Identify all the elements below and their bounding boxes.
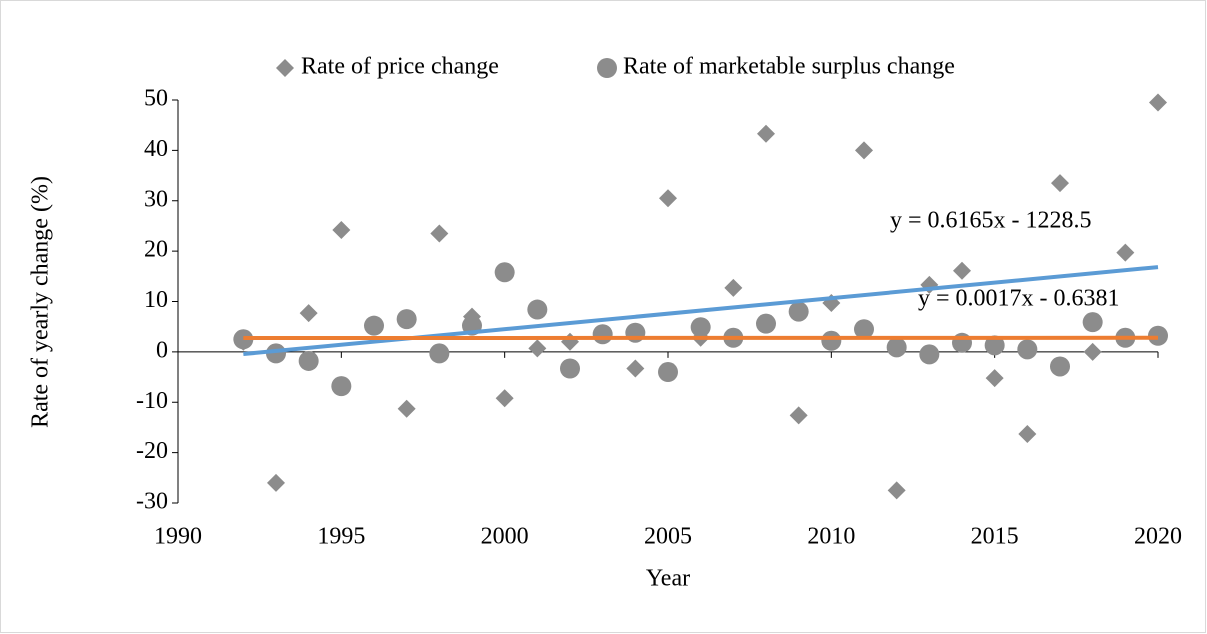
point — [690, 317, 711, 338]
point — [985, 369, 1004, 388]
x-tick-label: 2015 — [971, 524, 1019, 550]
point — [1083, 342, 1102, 361]
point — [1018, 424, 1037, 443]
x-tick-label: 2005 — [644, 524, 692, 550]
point — [332, 220, 351, 239]
point — [886, 337, 907, 358]
point — [919, 344, 940, 365]
y-tick-label: -20 — [136, 438, 168, 464]
point — [233, 329, 254, 350]
point — [887, 481, 906, 500]
legend-label: Rate of price change — [301, 54, 499, 80]
legend-marker — [597, 58, 617, 78]
legend-marker — [276, 59, 294, 77]
trendline-equation: y = 0.0017x - 0.6381 — [918, 286, 1120, 312]
legend-label: Rate of marketable surplus change — [623, 54, 955, 80]
y-tick-label: 20 — [144, 237, 168, 263]
point — [397, 399, 416, 418]
point — [984, 335, 1005, 356]
y-axis-label: Rate of yearly change (%) — [28, 176, 54, 428]
point — [821, 330, 842, 351]
point — [952, 332, 972, 353]
x-axis-label: Year — [646, 566, 690, 592]
point — [626, 359, 645, 378]
x-tick-label: 1990 — [154, 524, 202, 550]
point — [854, 319, 874, 340]
point — [1050, 356, 1070, 377]
point — [659, 189, 677, 208]
point — [331, 376, 352, 397]
point — [724, 278, 743, 297]
point — [1116, 243, 1135, 262]
point — [757, 124, 775, 143]
point — [266, 343, 286, 364]
y-tick-label: -10 — [136, 388, 168, 414]
point — [396, 309, 417, 330]
point — [495, 389, 514, 408]
point — [364, 315, 384, 336]
x-tick-label: 2000 — [481, 524, 529, 550]
point — [788, 301, 809, 322]
point — [527, 299, 548, 320]
y-tick-label: -30 — [136, 489, 168, 515]
y-tick-label: 40 — [144, 136, 168, 162]
point — [1148, 325, 1168, 346]
point — [953, 261, 971, 280]
point — [756, 313, 776, 334]
x-tick-label: 2020 — [1134, 524, 1182, 550]
point — [299, 304, 318, 323]
point — [1051, 174, 1069, 193]
point — [1149, 93, 1167, 112]
point — [789, 406, 808, 425]
point — [1017, 339, 1038, 360]
point — [429, 343, 450, 364]
point — [855, 141, 873, 160]
y-tick-label: 0 — [156, 337, 168, 363]
y-tick-label: 10 — [144, 287, 168, 313]
x-tick-label: 1995 — [317, 524, 365, 550]
point — [560, 358, 580, 379]
point — [298, 350, 319, 371]
point — [658, 362, 678, 383]
point — [528, 339, 547, 358]
point — [494, 262, 515, 283]
point — [430, 224, 449, 243]
y-tick-label: 50 — [144, 86, 168, 112]
point — [267, 473, 285, 492]
point — [592, 324, 613, 345]
x-tick-label: 2010 — [807, 524, 855, 550]
point — [1082, 312, 1103, 333]
y-tick-label: 30 — [144, 186, 168, 212]
trendline-equation: y = 0.6165x - 1228.5 — [890, 208, 1092, 234]
